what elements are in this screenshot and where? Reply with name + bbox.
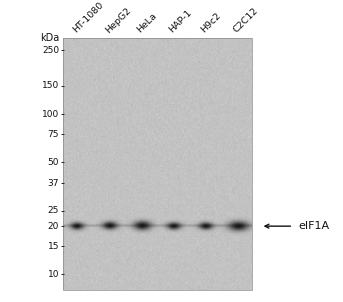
Text: 250: 250 — [42, 46, 59, 55]
Text: 75: 75 — [47, 130, 59, 139]
Text: C2C12: C2C12 — [232, 6, 260, 35]
Text: HepG2: HepG2 — [103, 6, 132, 35]
Text: 20: 20 — [48, 222, 59, 231]
Text: HT-1080: HT-1080 — [71, 1, 105, 35]
Text: HeLa: HeLa — [135, 11, 159, 35]
Text: H9c2: H9c2 — [200, 11, 223, 35]
Text: eIF1A: eIF1A — [298, 221, 330, 231]
Text: HAP-1: HAP-1 — [167, 8, 194, 35]
Text: 15: 15 — [47, 242, 59, 251]
Text: kDa: kDa — [40, 33, 59, 43]
Text: 50: 50 — [47, 158, 59, 167]
Text: 37: 37 — [47, 179, 59, 188]
Text: 150: 150 — [42, 82, 59, 91]
Text: 10: 10 — [47, 270, 59, 279]
Text: 100: 100 — [42, 110, 59, 119]
Text: 25: 25 — [48, 206, 59, 215]
